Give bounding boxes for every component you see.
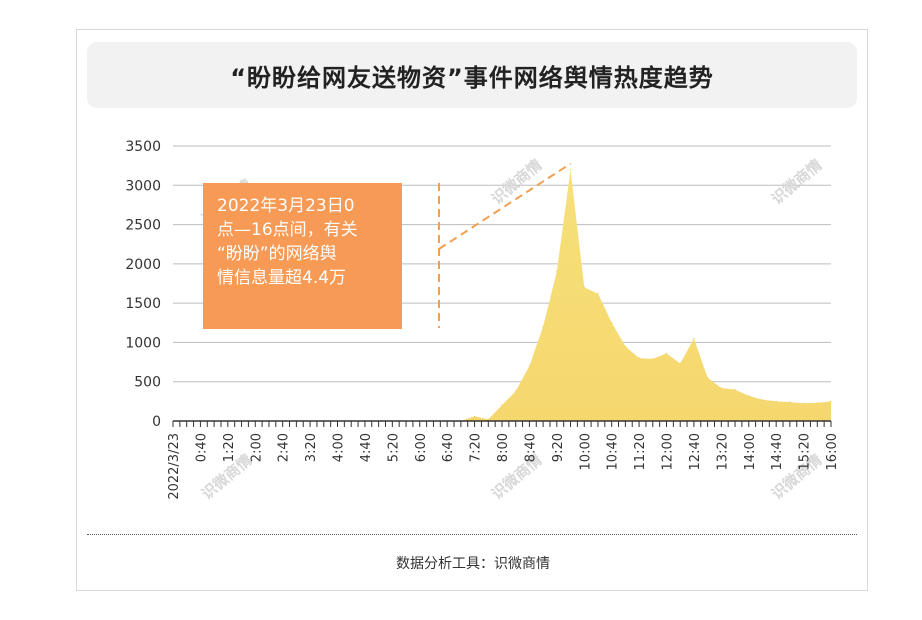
y-tick-label: 1500 [125,296,161,312]
chart-title: “盼盼给网友送物资”事件网络舆情热度趋势 [230,63,714,92]
data-point [556,270,558,273]
data-point [624,345,627,348]
watermark: 识微商情 [768,156,826,208]
x-tick-label: 3:20 [304,433,319,462]
data-point [830,400,832,403]
x-tick-label: 10:00 [578,433,593,470]
data-point [542,325,544,328]
x-tick-label: 13:20 [715,433,730,470]
data-point [706,377,709,379]
y-tick-label: 500 [134,375,161,391]
data-point [748,395,750,397]
x-tick-label: 4:00 [332,433,347,462]
title-bar: “盼盼给网友送物资”事件网络舆情热度趋势 [87,42,857,108]
data-point [501,404,503,407]
data-point [652,358,654,360]
y-tick-label: 1000 [125,335,161,351]
x-tick-label: 2022/3/23 [167,433,182,500]
y-tick-label: 3500 [125,139,161,155]
x-tick-label: 14:40 [770,433,785,470]
area-series [173,169,831,421]
x-tick-label: 4:40 [359,433,374,462]
callout-line-4: 情信息量超4.4万 [217,268,347,288]
chart-card: “盼盼给网友送物资”事件网络舆情热度趋势 0 500 1000 1500 2000 250… [76,29,868,591]
data-point [720,387,723,389]
x-tick-label: 5:20 [386,433,401,462]
x-tick-label: 8:00 [496,433,511,462]
data-point [583,286,586,289]
data-point [789,401,791,403]
x-tick-label: 7:20 [469,433,484,462]
data-point [802,402,805,405]
data-point [473,415,476,418]
callout-dash-pointer [438,162,572,250]
y-tick-label: 3000 [125,178,161,194]
x-tick-label: 8:40 [523,433,538,462]
x-tick-label: 2:00 [249,433,264,462]
x-tick-label: 2:40 [277,433,292,462]
x-tick-label: 16:00 [825,433,840,470]
data-point [816,402,819,404]
callout-text: 2022年3月23日0 点—16点间，有关 “盼盼”的网络舆 情信息量超4.4万 [217,194,358,290]
data-point [693,337,695,340]
data-point [638,357,640,359]
data-point [665,352,668,355]
x-tick-label: 10:40 [606,433,621,470]
y-tick-label: 2500 [125,218,161,234]
x-tick-label: 12:40 [688,433,703,470]
footer-divider [87,534,857,535]
footer-source: 数据分析工具：识微商情 [396,556,550,572]
x-tick-label: 11:20 [633,433,648,470]
data-point [514,390,517,392]
x-tick-label: 6:00 [414,433,429,462]
x-tick-label: 15:20 [798,433,813,470]
data-point [610,322,613,324]
callout-box [203,183,402,329]
data-point [569,168,572,171]
x-tick-label: 6:40 [441,433,456,462]
watermark: 识微商情 [488,156,546,208]
x-tick-label: 12:00 [661,433,676,470]
x-tick-label: 0:40 [194,433,209,462]
y-tick-label: 2000 [125,257,161,273]
y-tick-label: 0 [152,414,161,430]
data-point [775,400,777,403]
data-point [487,418,490,421]
callout-line-3: “盼盼”的网络舆 [217,244,337,264]
data-point [679,362,681,365]
data-point [761,399,764,401]
x-tick-label: 14:00 [743,433,758,470]
data-point [734,388,736,391]
x-tick-label: 1:20 [222,433,237,462]
callout-line-2: 点—16点间，有关 [217,220,358,240]
data-point [528,365,531,367]
x-tick-label: 9:20 [551,433,566,462]
data-point [597,292,599,295]
callout-line-1: 2022年3月23日0 [217,196,355,216]
